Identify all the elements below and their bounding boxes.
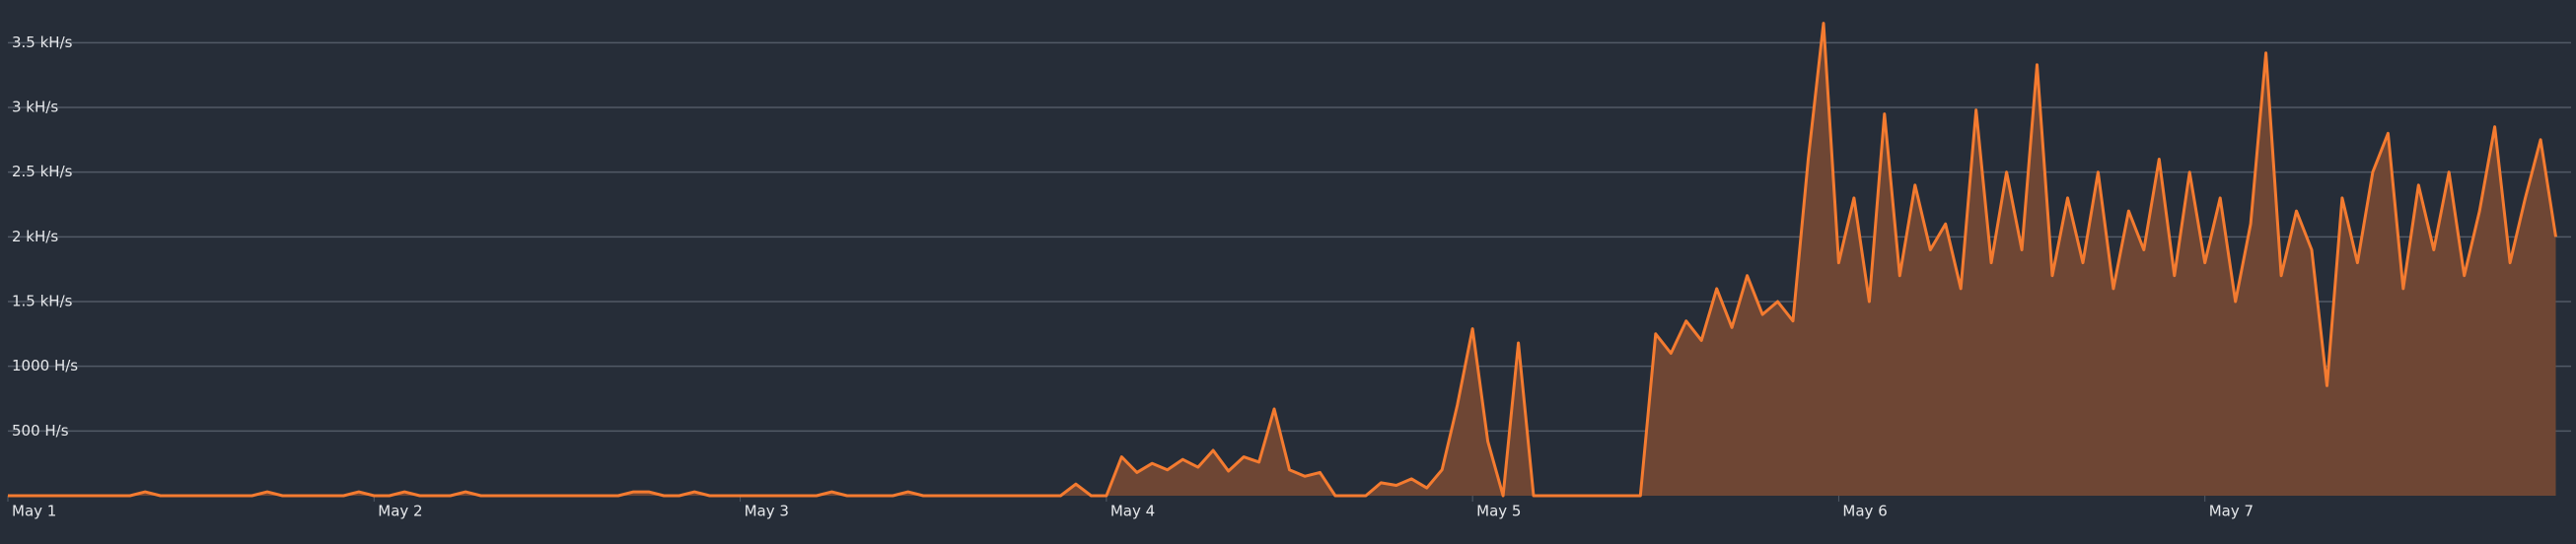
x-tick-label: May 7 — [2209, 503, 2254, 520]
y-tick-label: 2.5 kH/s — [12, 163, 73, 180]
area — [8, 23, 2556, 496]
y-tick-label: 1000 H/s — [12, 357, 78, 374]
y-tick-label: 3 kH/s — [12, 99, 58, 116]
line — [8, 22, 2557, 498]
x-tick-label: May 5 — [1476, 503, 1521, 520]
y-tick-label: 500 H/s — [12, 422, 69, 440]
y-tick-label: 2 kH/s — [12, 228, 58, 245]
x-tick-label: May 4 — [1110, 503, 1155, 520]
y-tick-label: 3.5 kH/s — [12, 34, 73, 51]
y-tick-label: 1.5 kH/s — [12, 293, 73, 310]
x-tick-label: May 2 — [378, 503, 422, 520]
x-tick-label: May 1 — [12, 503, 56, 520]
x-tick-label: May 6 — [1842, 503, 1887, 520]
x-tick-label: May 3 — [745, 503, 789, 520]
